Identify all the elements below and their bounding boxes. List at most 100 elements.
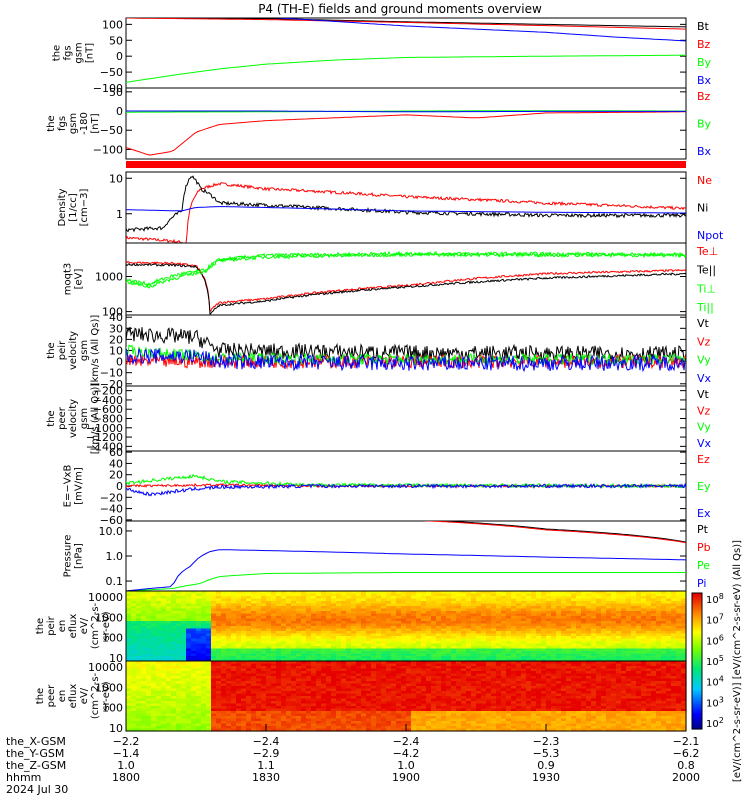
spectrogram-cell [391, 676, 397, 680]
spectrogram-cell [171, 671, 177, 675]
y-tick-label: 10000 [88, 591, 123, 604]
spectrogram-cell [156, 658, 162, 662]
spectrogram-cell [301, 726, 307, 730]
spectrogram-cell [326, 596, 332, 600]
spectrogram-cell [206, 626, 212, 630]
spectrogram-cell [216, 633, 222, 637]
spectrogram-cell [461, 623, 467, 627]
spectrogram-cell [441, 646, 447, 650]
spectrogram-cell [436, 596, 442, 600]
spectrogram-cell [346, 666, 352, 670]
spectrogram-cell [196, 598, 202, 602]
spectrogram-cell [351, 721, 357, 725]
spectrogram-cell [391, 723, 397, 727]
spectrogram-cell [146, 713, 152, 717]
spectrogram-cell [336, 686, 342, 690]
spectrogram-cell [366, 626, 372, 630]
spectrogram-cell [176, 628, 182, 632]
spectrogram-cell [536, 598, 542, 602]
spectrogram-cell [351, 646, 357, 650]
spectrogram-cell [181, 711, 187, 715]
spectrogram-cell [201, 646, 207, 650]
spectrogram-cell [226, 671, 232, 675]
spectrogram-cell [186, 661, 192, 665]
spectrogram-cell [151, 698, 157, 702]
spectrogram-cell [171, 691, 177, 695]
spectrogram-cell [586, 593, 592, 597]
spectrogram-cell [376, 661, 382, 665]
spectrogram-cell [421, 623, 427, 627]
spectrogram-cell [241, 641, 247, 645]
spectrogram-cell [366, 711, 372, 715]
spectrogram-cell [386, 726, 392, 730]
spectrogram-cell [256, 666, 262, 670]
spectrogram-cell [596, 653, 602, 657]
spectrogram-cell [451, 593, 457, 597]
y-axis-label-line: [km/s (All Qs)] [90, 315, 101, 387]
spectrogram-cell [336, 598, 342, 602]
spectrogram-cell [136, 723, 142, 727]
spectrogram-cell [321, 676, 327, 680]
spectrogram-cell [301, 651, 307, 655]
spectrogram-cell [321, 591, 327, 595]
spectrogram-cell [591, 598, 597, 602]
spectrogram-cell [216, 701, 222, 705]
spectrogram-cell [291, 658, 297, 662]
spectrogram-cell [211, 646, 217, 650]
spectrogram-cell [266, 693, 272, 697]
spectrogram-cell [666, 646, 672, 650]
spectrogram-cell [656, 618, 662, 622]
spectrogram-cell [616, 603, 622, 607]
spectrogram-cell [411, 658, 417, 662]
spectrogram-cell [216, 658, 222, 662]
spectrogram-cell [166, 683, 172, 687]
spectrogram-cell [591, 623, 597, 627]
spectrogram-cell [241, 598, 247, 602]
spectrogram-cell [636, 591, 642, 595]
spectrogram-cell [241, 721, 247, 725]
spectrogram-cell [211, 643, 217, 647]
spectrogram-cell [351, 716, 357, 720]
spectrogram-cell [176, 651, 182, 655]
spectrogram-cell [511, 621, 517, 625]
spectrogram-cell [171, 648, 177, 652]
spectrogram-cell [661, 618, 667, 622]
spectrogram-cell [306, 628, 312, 632]
spectrogram-cell [411, 611, 417, 615]
spectrogram-cell [381, 616, 387, 620]
spectrogram-cell [276, 593, 282, 597]
spectrogram-cell [491, 618, 497, 622]
spectrogram-cell [191, 638, 197, 642]
spectrogram-cell [196, 621, 202, 625]
spectrogram-cell [401, 671, 407, 675]
spectrogram-cell [136, 608, 142, 612]
spectrogram-cell [196, 601, 202, 605]
spectrogram-cell [246, 641, 252, 645]
spectrogram-cell [401, 673, 407, 677]
spectrogram-cell [401, 651, 407, 655]
spectrogram-cell [286, 623, 292, 627]
spectrogram-cell [226, 651, 232, 655]
spectrogram-cell [326, 708, 332, 712]
spectrogram-cell [311, 663, 317, 667]
spectrogram-cell [276, 706, 282, 710]
spectrogram-cell [306, 613, 312, 617]
spectrogram-cell [251, 608, 257, 612]
spectrogram-cell [361, 716, 367, 720]
spectrogram-cell [291, 668, 297, 672]
spectrogram-cell [161, 603, 167, 607]
spectrogram-cell [126, 708, 132, 712]
spectrogram-cell [266, 658, 272, 662]
spectrogram-cell [361, 636, 367, 640]
legend-Bz: Bz [697, 38, 711, 51]
y-axis-label-line: en [57, 620, 68, 633]
spectrogram-cell [191, 711, 197, 715]
spectrogram-cell [356, 671, 362, 675]
series-Ne [126, 182, 686, 243]
spectrogram-cell [406, 676, 412, 680]
y-axis-label-line: eflux [68, 614, 79, 639]
spectrogram-cell [311, 716, 317, 720]
spectrogram-cell [276, 698, 282, 702]
spectrogram-cell [426, 638, 432, 642]
spectrogram-cell [521, 603, 527, 607]
